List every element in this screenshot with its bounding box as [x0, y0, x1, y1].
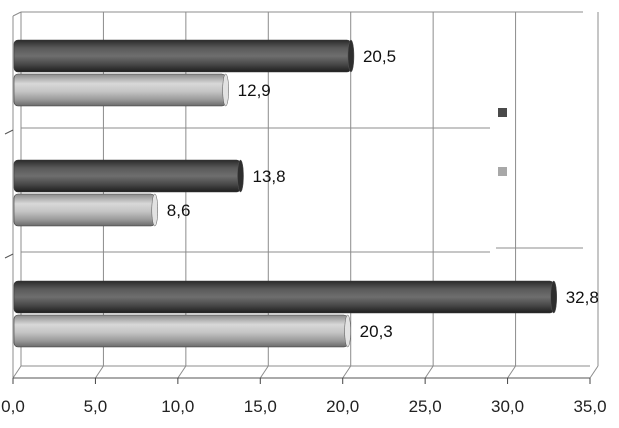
category-tick-1	[4, 253, 14, 259]
bar-cap-series1-cat2	[344, 314, 351, 348]
floor-line-5	[424, 365, 434, 379]
data-label-series0-cat0: 20,5	[363, 47, 396, 66]
bar-cap-series0-cat0	[347, 39, 355, 73]
bar-cap-series1-cat1	[151, 193, 159, 227]
legend-marker-1	[498, 167, 507, 176]
floor-line-7	[589, 365, 599, 379]
category-tick-0	[4, 129, 14, 135]
floor-line-1	[95, 365, 104, 379]
data-label-series1-cat2: 20,3	[360, 322, 393, 341]
x-tick-label-7: 35,0	[573, 397, 606, 416]
data-label-series1-cat1: 8,6	[167, 201, 191, 220]
x-tick-label-5: 25,0	[409, 397, 442, 416]
bar-series0-cat2	[13, 280, 555, 314]
floor-line-0	[12, 365, 22, 379]
bars-layer: 20,5 13,8 32,8 12,9 8,6 20,3	[13, 39, 599, 348]
bar-series1-cat1	[13, 193, 156, 227]
x-axis: 0,0 5,0 10,0 15,0 20,0 25,0 30,0 35,0	[1, 378, 607, 416]
floor-line-3	[259, 365, 269, 379]
floor-line-6	[507, 365, 516, 379]
bar-series1-cat0	[13, 73, 226, 107]
bar-series0-cat1	[13, 159, 241, 193]
data-label-series0-cat1: 13,8	[253, 167, 286, 186]
x-tick-label-6: 30,0	[491, 397, 524, 416]
bar-cap-series0-cat2	[550, 280, 557, 314]
x-tick-label-1: 5,0	[84, 397, 108, 416]
data-label-series1-cat0: 12,9	[238, 81, 271, 100]
x-tick-label-2: 10,0	[161, 397, 194, 416]
bar-series0-cat0	[13, 39, 352, 73]
left-wall-top-edge	[12, 11, 22, 17]
legend	[498, 108, 507, 176]
floor-line-4	[342, 365, 352, 379]
bar-cap-series1-cat0	[222, 73, 229, 107]
data-label-series0-cat2: 32,8	[566, 288, 599, 307]
x-tick-label-4: 20,0	[326, 397, 359, 416]
legend-marker-0	[498, 108, 507, 117]
x-tick-label-0: 0,0	[1, 397, 25, 416]
bar-cap-series0-cat1	[237, 159, 244, 193]
x-tick-label-3: 15,0	[244, 397, 277, 416]
floor-line-2	[177, 365, 187, 379]
bar-series1-cat2	[13, 314, 348, 348]
